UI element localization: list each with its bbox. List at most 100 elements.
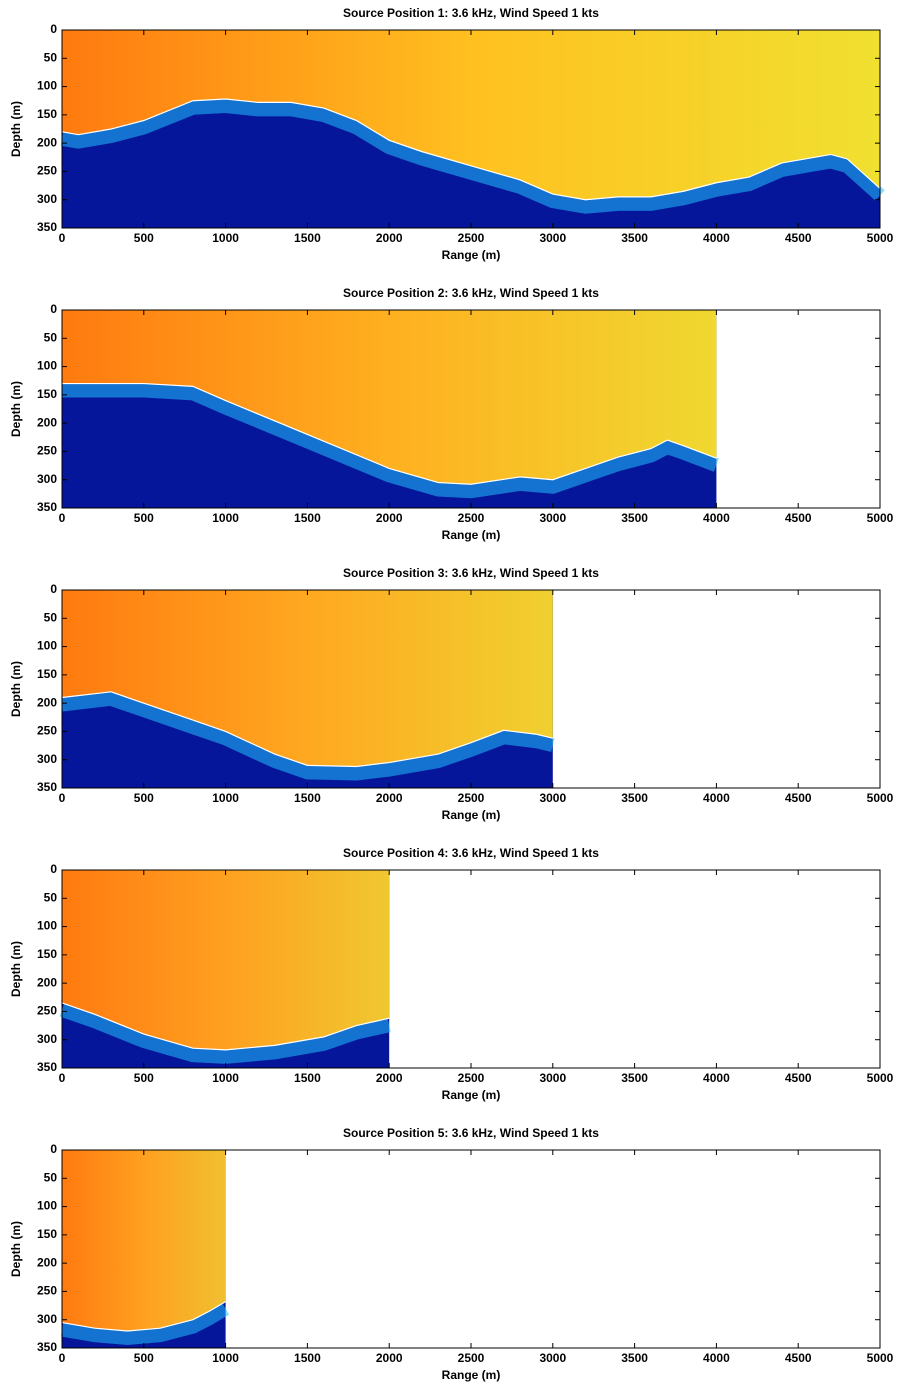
- x-tick-label: 500: [134, 1071, 154, 1085]
- x-tick-label: 2500: [458, 231, 485, 245]
- x-tick-label: 3000: [539, 791, 566, 805]
- y-tick-label: 150: [37, 667, 57, 681]
- y-tick-label: 50: [44, 890, 58, 904]
- x-tick-label: 2500: [458, 1351, 485, 1365]
- y-tick-label: 250: [37, 724, 57, 738]
- water-field: [62, 590, 553, 767]
- seabed-edge: [60, 98, 885, 214]
- y-axis-label: Depth (m): [9, 661, 23, 717]
- x-tick-label: 4500: [785, 791, 812, 805]
- x-tick-label: 5000: [867, 1071, 894, 1085]
- y-tick-label: 300: [37, 752, 57, 766]
- seabed-edge: [61, 691, 555, 781]
- x-tick-label: 4500: [785, 1071, 812, 1085]
- seafloor-line: [62, 382, 717, 485]
- x-axis-label: Range (m): [442, 808, 501, 822]
- y-tick-label: 200: [37, 1255, 57, 1269]
- x-tick-label: 3000: [539, 1351, 566, 1365]
- x-tick-label: 2500: [458, 791, 485, 805]
- y-tick-label: 350: [37, 500, 57, 514]
- x-tick-label: 5000: [867, 791, 894, 805]
- x-tick-label: 4000: [703, 1351, 730, 1365]
- x-tick-label: 3500: [621, 511, 648, 525]
- y-tick-label: 300: [37, 472, 57, 486]
- y-tick-label: 300: [37, 1312, 57, 1326]
- seafloor-line: [61, 1002, 390, 1051]
- x-tick-label: 3500: [621, 791, 648, 805]
- y-tick-label: 50: [44, 50, 58, 64]
- seabed-edge: [59, 1003, 391, 1064]
- x-tick-label: 1000: [212, 1351, 239, 1365]
- y-tick-label: 350: [37, 1340, 57, 1354]
- seafloor-line: [61, 691, 553, 768]
- x-tick-label: 500: [134, 511, 154, 525]
- x-tick-label: 1000: [212, 511, 239, 525]
- y-tick-label: 100: [37, 79, 57, 93]
- y-tick-label: 50: [44, 610, 58, 624]
- x-tick-label: 4000: [703, 1071, 730, 1085]
- x-tick-label: 3000: [539, 511, 566, 525]
- x-tick-label: 4000: [703, 511, 730, 525]
- y-tick-label: 150: [37, 1227, 57, 1241]
- y-tick-label: 0: [50, 22, 57, 36]
- y-tick-label: 50: [44, 330, 58, 344]
- y-tick-label: 300: [37, 192, 57, 206]
- x-tick-label: 4500: [785, 1351, 812, 1365]
- x-tick-label: 5000: [867, 231, 894, 245]
- y-tick-label: 350: [37, 1060, 57, 1074]
- x-tick-label: 1500: [294, 1351, 321, 1365]
- x-axis-label: Range (m): [442, 528, 501, 542]
- y-tick-label: 250: [37, 1004, 57, 1018]
- y-tick-label: 150: [37, 387, 57, 401]
- x-tick-label: 2000: [376, 1351, 403, 1365]
- x-tick-label: 4000: [703, 791, 730, 805]
- x-tick-label: 3000: [539, 231, 566, 245]
- x-tick-label: 0: [59, 1071, 66, 1085]
- x-axis-label: Range (m): [442, 248, 501, 262]
- y-tick-label: 0: [50, 582, 57, 596]
- seafloor-line: [61, 98, 881, 201]
- x-tick-label: 4500: [785, 231, 812, 245]
- x-tick-label: 0: [59, 511, 66, 525]
- y-tick-label: 150: [37, 947, 57, 961]
- y-axis-label: Depth (m): [9, 381, 23, 437]
- y-tick-label: 50: [44, 1170, 58, 1184]
- x-tick-label: 2000: [376, 791, 403, 805]
- y-tick-label: 250: [37, 164, 57, 178]
- x-tick-label: 1000: [212, 1071, 239, 1085]
- x-tick-label: 3500: [621, 231, 648, 245]
- x-axis-label: Range (m): [442, 1368, 501, 1382]
- seafloor-line: [61, 1301, 226, 1332]
- x-tick-label: 1500: [294, 1071, 321, 1085]
- x-tick-label: 2000: [376, 1071, 403, 1085]
- y-tick-label: 300: [37, 1032, 57, 1046]
- x-tick-label: 3500: [621, 1351, 648, 1365]
- water-field: [62, 870, 390, 1050]
- x-tick-label: 4500: [785, 511, 812, 525]
- x-tick-label: 500: [134, 1351, 154, 1365]
- y-tick-label: 150: [37, 107, 57, 121]
- y-tick-label: 0: [50, 862, 57, 876]
- y-axis-label: Depth (m): [9, 101, 23, 157]
- x-tick-label: 5000: [867, 1351, 894, 1365]
- y-tick-label: 0: [50, 302, 57, 316]
- x-tick-label: 500: [134, 791, 154, 805]
- y-tick-label: 250: [37, 444, 57, 458]
- chart-title: Source Position 5: 3.6 kHz, Wind Speed 1…: [343, 1126, 599, 1140]
- x-tick-label: 0: [59, 231, 66, 245]
- y-tick-label: 100: [37, 919, 57, 933]
- y-tick-label: 0: [50, 1142, 57, 1156]
- y-tick-label: 100: [37, 1199, 57, 1213]
- chart-title: Source Position 4: 3.6 kHz, Wind Speed 1…: [343, 846, 599, 860]
- chart-title: Source Position 2: 3.6 kHz, Wind Speed 1…: [343, 286, 599, 300]
- x-axis-label: Range (m): [442, 1088, 501, 1102]
- y-tick-label: 200: [37, 975, 57, 989]
- y-axis-label: Depth (m): [9, 941, 23, 997]
- y-tick-label: 100: [37, 359, 57, 373]
- x-tick-label: 500: [134, 231, 154, 245]
- y-tick-label: 200: [37, 415, 57, 429]
- chart-title: Source Position 3: 3.6 kHz, Wind Speed 1…: [343, 566, 599, 580]
- y-tick-label: 350: [37, 780, 57, 794]
- x-tick-label: 1500: [294, 511, 321, 525]
- y-tick-label: 350: [37, 220, 57, 234]
